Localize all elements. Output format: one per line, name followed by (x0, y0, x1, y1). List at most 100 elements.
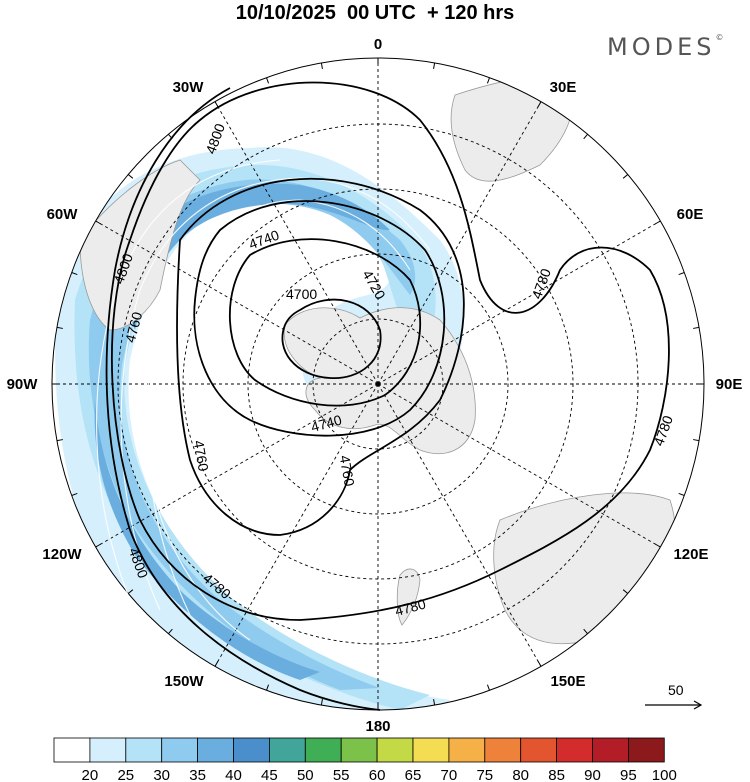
contour-4740 (193, 200, 446, 437)
colorbar-tick-label: 70 (441, 767, 458, 782)
lon-label-150w: 150W (164, 673, 204, 690)
contour-label: 4780 (393, 595, 427, 619)
boundary-tick (537, 101, 542, 108)
streamline-2 (120, 177, 431, 611)
lon-label-90e: 90E (716, 376, 743, 393)
lat-circle-1 (312, 318, 444, 450)
colorbar-swatch (484, 737, 522, 763)
colorbar-tick-label: 65 (405, 767, 422, 782)
colorbar-swatch (340, 737, 378, 763)
boundary-tick (678, 272, 685, 276)
colorbar-tick-label: 55 (333, 767, 350, 782)
contour-label: 4760 (337, 454, 358, 488)
boundary-tick (95, 220, 102, 225)
colorbar-tick-label: 25 (117, 767, 134, 782)
pole-marker (375, 381, 381, 387)
boundary-tick (622, 174, 629, 179)
contours (105, 81, 670, 711)
boundary-tick (433, 699, 436, 706)
boundary-tick (654, 220, 661, 225)
meridian-line (214, 383, 379, 667)
colorbar-tick-label: 45 (261, 767, 278, 782)
meridian-line (214, 101, 379, 385)
brand-name: MODES (607, 33, 716, 61)
contour-label: 4740 (309, 411, 343, 435)
lon-label-30e: 30E (550, 79, 577, 96)
boundary-tick (693, 439, 700, 442)
reference-vector: 50 (645, 682, 703, 710)
boundary-tick (320, 62, 323, 69)
lon-label-30w: 30W (173, 79, 205, 96)
colorbar-swatch (197, 737, 234, 763)
colorbar-swatch (412, 737, 450, 763)
contour-4760 (176, 177, 465, 536)
boundary-tick (486, 684, 490, 691)
boundary-tick (127, 174, 134, 179)
land-south-america (79, 159, 201, 331)
colorbar: 20 25 30 35 40 45 50 55 60 65 70 75 80 85 90 95 100 (53, 737, 677, 782)
colorbar-tick-label: 75 (476, 767, 493, 782)
boundary-tick (56, 326, 63, 329)
boundary-tick (433, 62, 436, 69)
land-new-zealand (396, 568, 421, 626)
colorbar-swatch (304, 737, 342, 763)
wind-band-40b (94, 400, 320, 680)
contour-4800 (105, 87, 381, 711)
lat-circle-2 (247, 253, 509, 515)
boundary-tick (693, 326, 700, 329)
boundary-tick (320, 699, 323, 706)
colorbar-tick-label: 50 (297, 767, 314, 782)
contour-4700 (281, 298, 382, 379)
contour-4720 (228, 238, 422, 407)
boundary-tick (214, 660, 219, 667)
contour-label: 4760 (191, 439, 212, 473)
colorbar-swatch (376, 737, 414, 763)
colorbar-swatch (89, 737, 127, 763)
boundary-tick (168, 628, 173, 635)
reference-vector-label: 50 (668, 682, 684, 698)
lon-label-180: 180 (365, 718, 390, 735)
lon-label-90w: 90W (7, 376, 39, 393)
boundary-tick (537, 660, 542, 667)
lon-label-60e: 60E (677, 206, 704, 223)
lon-label-0: 0 (374, 36, 382, 53)
colorbar-tick-label: 40 (225, 767, 242, 782)
boundary-tick (654, 543, 661, 548)
boundary-tick (622, 589, 629, 594)
colorbar-tick-label: 100 (652, 767, 677, 782)
contour-label: 4760 (122, 310, 146, 344)
colorbar-tick-label: 20 (82, 767, 99, 782)
boundary-tick (678, 492, 685, 496)
colorbar-swatch (628, 737, 665, 763)
contour-label: 4700 (286, 286, 317, 302)
colorbar-swatch (556, 737, 593, 763)
map-title: 10/10/2025 00 UTC + 120 hrs (235, 2, 515, 24)
lon-label-150e: 150E (550, 673, 585, 690)
boundary-tick (127, 589, 134, 594)
boundary-tick (583, 628, 588, 635)
streamline-3 (146, 199, 411, 616)
wind-band-35 (88, 179, 416, 690)
reference-vector-head (693, 700, 703, 710)
colorbar-swatch (125, 737, 163, 763)
lon-label-120w: 120W (42, 546, 82, 563)
boundary-tick (71, 272, 78, 276)
contour-label: 4780 (528, 266, 554, 301)
meridian-line (95, 220, 379, 385)
contour-label: 4780 (650, 413, 676, 448)
boundary-tick (266, 684, 270, 691)
contour-4780 (111, 81, 670, 621)
colorbar-swatch (161, 737, 198, 763)
boundary-tick (214, 101, 219, 108)
brand-mark: © (715, 33, 724, 42)
colorbar-swatch (233, 737, 270, 763)
colorbar-tick-label: 85 (548, 767, 565, 782)
colorbar-tick-label: 95 (620, 767, 637, 782)
meridian-line (377, 383, 542, 667)
colorbar-tick-label: 35 (189, 767, 206, 782)
boundary-tick (56, 439, 63, 442)
colorbar-tick-label: 60 (369, 767, 386, 782)
colorbar-swatch (592, 737, 629, 763)
land-antarctica (283, 307, 476, 454)
colorbar-swatch (53, 737, 91, 763)
